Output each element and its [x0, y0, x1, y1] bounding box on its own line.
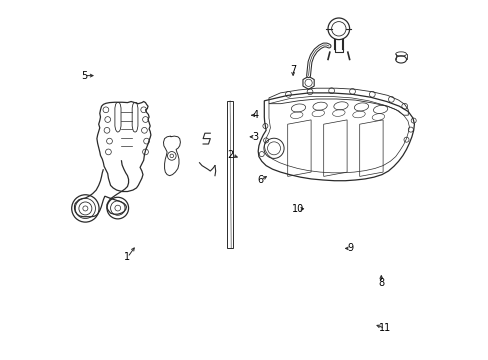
Text: 2: 2 — [227, 150, 233, 160]
Text: 9: 9 — [347, 243, 353, 253]
Text: 8: 8 — [377, 278, 384, 288]
Text: 7: 7 — [289, 65, 296, 75]
Text: 3: 3 — [252, 132, 258, 142]
Text: 4: 4 — [252, 110, 258, 120]
Text: 5: 5 — [81, 71, 87, 81]
Text: 6: 6 — [257, 175, 263, 185]
Text: 10: 10 — [292, 204, 304, 214]
Text: 1: 1 — [124, 252, 130, 262]
Text: 11: 11 — [378, 323, 390, 333]
